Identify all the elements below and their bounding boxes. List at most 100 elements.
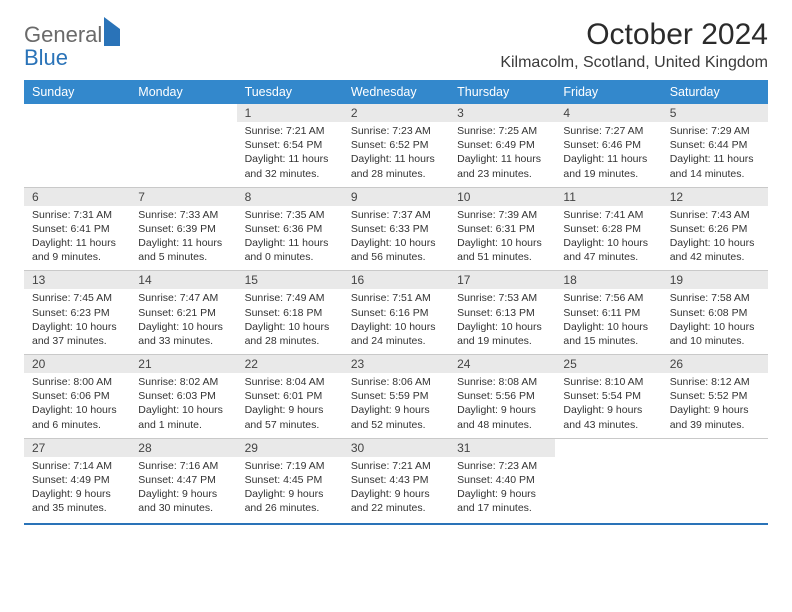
daylight-text: Daylight: 9 hours and 39 minutes. — [670, 403, 760, 431]
sunrise-text: Sunrise: 8:12 AM — [670, 375, 760, 389]
sunset-text: Sunset: 6:16 PM — [351, 306, 441, 320]
sunrise-text: Sunrise: 7:53 AM — [457, 291, 547, 305]
day-cell: 30Sunrise: 7:21 AMSunset: 4:43 PMDayligh… — [343, 439, 449, 522]
day-number: 21 — [130, 355, 236, 373]
calendar: Sunday Monday Tuesday Wednesday Thursday… — [24, 80, 768, 525]
day-number — [130, 104, 236, 108]
daylight-text: Daylight: 10 hours and 10 minutes. — [670, 320, 760, 348]
day-number — [24, 104, 130, 108]
day-cell: 18Sunrise: 7:56 AMSunset: 6:11 PMDayligh… — [555, 271, 661, 354]
day-number: 3 — [449, 104, 555, 122]
daylight-text: Daylight: 10 hours and 42 minutes. — [670, 236, 760, 264]
day-details: Sunrise: 7:49 AMSunset: 6:18 PMDaylight:… — [237, 289, 343, 348]
day-number: 18 — [555, 271, 661, 289]
day-cell: 31Sunrise: 7:23 AMSunset: 4:40 PMDayligh… — [449, 439, 555, 522]
sunrise-text: Sunrise: 7:33 AM — [138, 208, 228, 222]
day-details: Sunrise: 7:45 AMSunset: 6:23 PMDaylight:… — [24, 289, 130, 348]
day-cell: 7Sunrise: 7:33 AMSunset: 6:39 PMDaylight… — [130, 188, 236, 271]
day-details: Sunrise: 7:41 AMSunset: 6:28 PMDaylight:… — [555, 206, 661, 265]
day-details: Sunrise: 7:58 AMSunset: 6:08 PMDaylight:… — [662, 289, 768, 348]
sunset-text: Sunset: 6:49 PM — [457, 138, 547, 152]
daylight-text: Daylight: 9 hours and 26 minutes. — [245, 487, 335, 515]
day-details: Sunrise: 7:53 AMSunset: 6:13 PMDaylight:… — [449, 289, 555, 348]
weeks-container: 1Sunrise: 7:21 AMSunset: 6:54 PMDaylight… — [24, 104, 768, 521]
day-details: Sunrise: 7:35 AMSunset: 6:36 PMDaylight:… — [237, 206, 343, 265]
day-number: 26 — [662, 355, 768, 373]
day-cell: 4Sunrise: 7:27 AMSunset: 6:46 PMDaylight… — [555, 104, 661, 187]
day-number: 10 — [449, 188, 555, 206]
dow-thursday: Thursday — [449, 80, 555, 104]
day-number: 30 — [343, 439, 449, 457]
calendar-week: 20Sunrise: 8:00 AMSunset: 6:06 PMDayligh… — [24, 354, 768, 438]
day-number — [662, 439, 768, 443]
day-details: Sunrise: 8:06 AMSunset: 5:59 PMDaylight:… — [343, 373, 449, 432]
sunrise-text: Sunrise: 8:06 AM — [351, 375, 441, 389]
sunrise-text: Sunrise: 7:25 AM — [457, 124, 547, 138]
sunset-text: Sunset: 6:03 PM — [138, 389, 228, 403]
daylight-text: Daylight: 11 hours and 32 minutes. — [245, 152, 335, 180]
sunset-text: Sunset: 6:06 PM — [32, 389, 122, 403]
sunset-text: Sunset: 6:36 PM — [245, 222, 335, 236]
day-number: 14 — [130, 271, 236, 289]
day-cell: 16Sunrise: 7:51 AMSunset: 6:16 PMDayligh… — [343, 271, 449, 354]
sunrise-text: Sunrise: 7:51 AM — [351, 291, 441, 305]
daylight-text: Daylight: 9 hours and 30 minutes. — [138, 487, 228, 515]
day-details: Sunrise: 7:14 AMSunset: 4:49 PMDaylight:… — [24, 457, 130, 516]
sunrise-text: Sunrise: 7:21 AM — [245, 124, 335, 138]
sunrise-text: Sunrise: 7:47 AM — [138, 291, 228, 305]
day-details: Sunrise: 7:39 AMSunset: 6:31 PMDaylight:… — [449, 206, 555, 265]
daylight-text: Daylight: 10 hours and 15 minutes. — [563, 320, 653, 348]
daylight-text: Daylight: 11 hours and 28 minutes. — [351, 152, 441, 180]
sunset-text: Sunset: 6:39 PM — [138, 222, 228, 236]
day-details: Sunrise: 8:00 AMSunset: 6:06 PMDaylight:… — [24, 373, 130, 432]
day-cell: 1Sunrise: 7:21 AMSunset: 6:54 PMDaylight… — [237, 104, 343, 187]
day-number: 16 — [343, 271, 449, 289]
day-number: 6 — [24, 188, 130, 206]
sunrise-text: Sunrise: 7:43 AM — [670, 208, 760, 222]
sunrise-text: Sunrise: 7:16 AM — [138, 459, 228, 473]
day-details: Sunrise: 7:16 AMSunset: 4:47 PMDaylight:… — [130, 457, 236, 516]
day-cell: 22Sunrise: 8:04 AMSunset: 6:01 PMDayligh… — [237, 355, 343, 438]
brand-part2: Blue — [24, 45, 68, 70]
sunrise-text: Sunrise: 7:19 AM — [245, 459, 335, 473]
sunset-text: Sunset: 5:59 PM — [351, 389, 441, 403]
day-details: Sunrise: 7:27 AMSunset: 6:46 PMDaylight:… — [555, 122, 661, 181]
day-details: Sunrise: 8:08 AMSunset: 5:56 PMDaylight:… — [449, 373, 555, 432]
dow-sunday: Sunday — [24, 80, 130, 104]
day-details: Sunrise: 7:43 AMSunset: 6:26 PMDaylight:… — [662, 206, 768, 265]
sunset-text: Sunset: 6:26 PM — [670, 222, 760, 236]
day-details: Sunrise: 7:21 AMSunset: 6:54 PMDaylight:… — [237, 122, 343, 181]
day-cell: 9Sunrise: 7:37 AMSunset: 6:33 PMDaylight… — [343, 188, 449, 271]
day-number: 5 — [662, 104, 768, 122]
day-number — [555, 439, 661, 443]
dow-saturday: Saturday — [662, 80, 768, 104]
sunset-text: Sunset: 6:13 PM — [457, 306, 547, 320]
dow-tuesday: Tuesday — [237, 80, 343, 104]
day-number: 19 — [662, 271, 768, 289]
day-number: 31 — [449, 439, 555, 457]
day-number: 13 — [24, 271, 130, 289]
sunrise-text: Sunrise: 7:41 AM — [563, 208, 653, 222]
day-cell: 20Sunrise: 8:00 AMSunset: 6:06 PMDayligh… — [24, 355, 130, 438]
day-details: Sunrise: 8:12 AMSunset: 5:52 PMDaylight:… — [662, 373, 768, 432]
daylight-text: Daylight: 9 hours and 35 minutes. — [32, 487, 122, 515]
day-details: Sunrise: 8:02 AMSunset: 6:03 PMDaylight:… — [130, 373, 236, 432]
location-subtitle: Kilmacolm, Scotland, United Kingdom — [500, 54, 768, 72]
sunset-text: Sunset: 5:54 PM — [563, 389, 653, 403]
daylight-text: Daylight: 10 hours and 47 minutes. — [563, 236, 653, 264]
day-cell: 13Sunrise: 7:45 AMSunset: 6:23 PMDayligh… — [24, 271, 130, 354]
day-number: 2 — [343, 104, 449, 122]
day-cell — [662, 439, 768, 522]
sunset-text: Sunset: 6:33 PM — [351, 222, 441, 236]
calendar-week: 13Sunrise: 7:45 AMSunset: 6:23 PMDayligh… — [24, 270, 768, 354]
day-number: 11 — [555, 188, 661, 206]
day-cell: 27Sunrise: 7:14 AMSunset: 4:49 PMDayligh… — [24, 439, 130, 522]
sunset-text: Sunset: 4:43 PM — [351, 473, 441, 487]
sunset-text: Sunset: 6:52 PM — [351, 138, 441, 152]
day-cell: 17Sunrise: 7:53 AMSunset: 6:13 PMDayligh… — [449, 271, 555, 354]
day-details: Sunrise: 7:31 AMSunset: 6:41 PMDaylight:… — [24, 206, 130, 265]
day-cell: 3Sunrise: 7:25 AMSunset: 6:49 PMDaylight… — [449, 104, 555, 187]
sunrise-text: Sunrise: 8:08 AM — [457, 375, 547, 389]
day-details: Sunrise: 8:10 AMSunset: 5:54 PMDaylight:… — [555, 373, 661, 432]
sunrise-text: Sunrise: 8:00 AM — [32, 375, 122, 389]
